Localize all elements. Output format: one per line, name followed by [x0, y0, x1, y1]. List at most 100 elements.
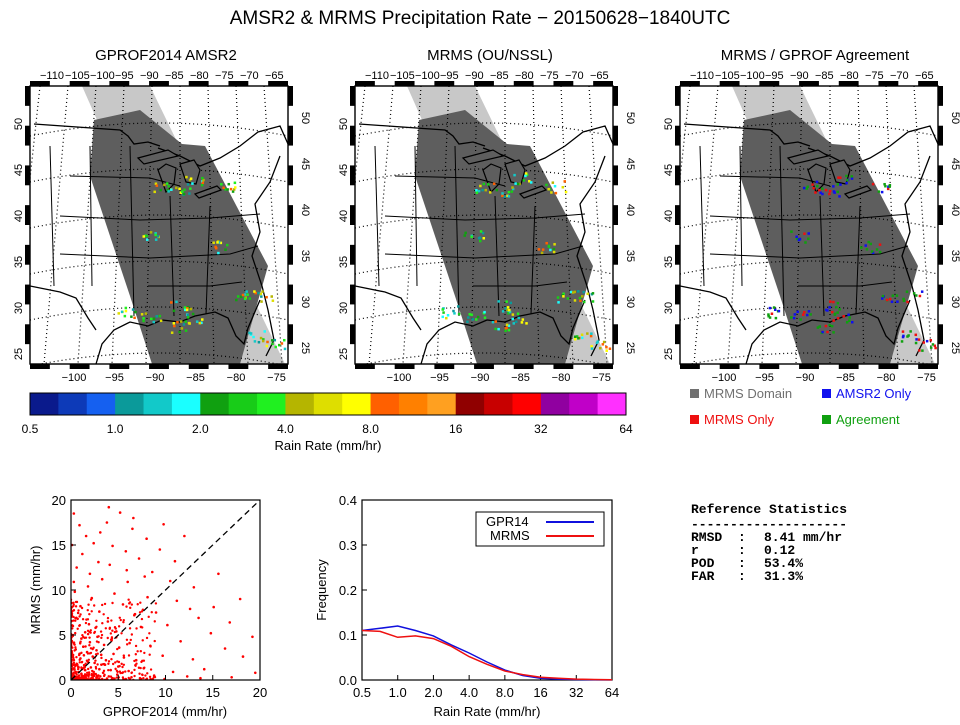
map-border-segment	[675, 205, 680, 225]
rain-pixel	[249, 332, 253, 335]
rain-pixel	[508, 308, 511, 312]
scatter-point	[97, 560, 100, 564]
rain-pixel	[507, 312, 510, 315]
rain-pixel	[185, 175, 188, 179]
rain-pixel	[553, 243, 556, 246]
rain-pixel	[261, 339, 265, 343]
rain-pixel	[232, 188, 236, 191]
rain-pixel	[792, 316, 796, 320]
scatter-point	[188, 607, 192, 611]
rain-pixel	[906, 300, 909, 304]
scatter-point	[202, 667, 206, 671]
rain-pixel	[273, 338, 277, 342]
rain-pixel	[172, 309, 176, 313]
rain-pixel	[914, 333, 918, 337]
panel-title-agreement: MRMS / GPROF Agreement	[721, 47, 910, 64]
stats-value: 31.3%	[764, 569, 803, 584]
rain-pixel	[887, 185, 890, 188]
scatter-point	[114, 661, 117, 664]
stats-sep: :	[738, 543, 746, 558]
scatter-ytick-label: 5	[59, 628, 66, 643]
map-lat-tick-label-right: 35	[624, 250, 636, 262]
colorbar-frame	[29, 392, 627, 416]
rain-pixel	[804, 241, 807, 244]
rain-pixel	[864, 244, 867, 247]
scatter-point	[162, 523, 165, 526]
rain-pixel	[774, 316, 778, 320]
rain-pixel	[802, 186, 806, 190]
scatter-point	[192, 586, 196, 589]
rain-pixel	[257, 291, 260, 295]
map-top-tick-label: −85	[815, 70, 834, 82]
colorbar-cell	[370, 393, 400, 415]
state-border	[384, 213, 586, 221]
rain-pixel	[149, 231, 153, 234]
scatter-point	[105, 521, 109, 524]
coastline	[251, 155, 281, 357]
map-lat-tick-label-right: 40	[949, 204, 960, 216]
rain-pixel	[891, 294, 895, 297]
map-top-tick-label: −105	[65, 70, 90, 82]
scatter-point	[104, 627, 108, 630]
rain-pixel	[819, 191, 822, 195]
scatter-point	[106, 616, 110, 620]
map-lat-tick-label-left: 35	[13, 256, 25, 268]
rain-pixel	[229, 187, 233, 191]
rain-pixel	[170, 188, 173, 191]
scatter-point	[84, 674, 88, 677]
map-bottom-tick-label: −75	[592, 372, 611, 384]
rain-pixel	[227, 182, 231, 186]
scatter-point	[107, 668, 110, 672]
map-border-segment	[680, 81, 700, 86]
rain-pixel	[832, 300, 835, 304]
legend-swatch-agreement	[822, 415, 831, 424]
scatter-point	[138, 676, 142, 680]
rain-pixel	[156, 235, 160, 238]
state-border	[530, 205, 536, 315]
scatter-point	[86, 632, 90, 636]
scatter-point	[102, 643, 106, 647]
map-border-segment	[799, 364, 819, 369]
scatter-point	[87, 671, 91, 674]
scatter-point	[109, 668, 112, 672]
rain-pixel	[812, 187, 815, 190]
scatter-point	[101, 671, 105, 675]
scatter-point	[90, 610, 93, 613]
scatter-point	[154, 611, 158, 614]
map-top-tick-label: −95	[765, 70, 784, 82]
rain-pixel	[130, 315, 133, 318]
rain-pixel	[836, 190, 839, 194]
map-border-segment	[838, 364, 859, 369]
rain-pixel	[501, 194, 504, 198]
scatter-point	[148, 632, 151, 635]
rain-pixel	[195, 320, 199, 323]
rain-pixel	[796, 310, 799, 314]
rain-pixel	[508, 310, 512, 314]
scatter-point	[85, 671, 89, 675]
freq-series-line	[361, 625, 613, 681]
rain-pixel	[511, 313, 515, 316]
rain-pixel	[154, 233, 157, 237]
rain-pixel	[124, 306, 128, 310]
scatter-point	[119, 618, 122, 622]
map-bottom-tick-label: −80	[877, 372, 896, 384]
stats-key: FAR	[691, 569, 715, 584]
scatter-point	[125, 638, 129, 641]
scatter-point	[80, 672, 83, 675]
scatter-point	[111, 544, 114, 548]
scatter-point	[88, 636, 91, 639]
rain-pixel	[154, 232, 157, 235]
map-border-segment	[288, 324, 293, 345]
scatter-point	[83, 631, 87, 634]
scatter-point	[145, 537, 148, 540]
stats-value: 53.4%	[764, 556, 803, 571]
map-border-segment	[350, 125, 355, 146]
rain-pixel	[934, 346, 937, 350]
rain-pixel	[818, 325, 822, 328]
rain-pixel	[608, 347, 612, 350]
map-border-segment	[675, 324, 680, 345]
rain-pixel	[200, 321, 203, 325]
scatter-point	[98, 531, 102, 534]
scatter-point	[108, 626, 112, 630]
stats-key: POD	[691, 556, 715, 571]
